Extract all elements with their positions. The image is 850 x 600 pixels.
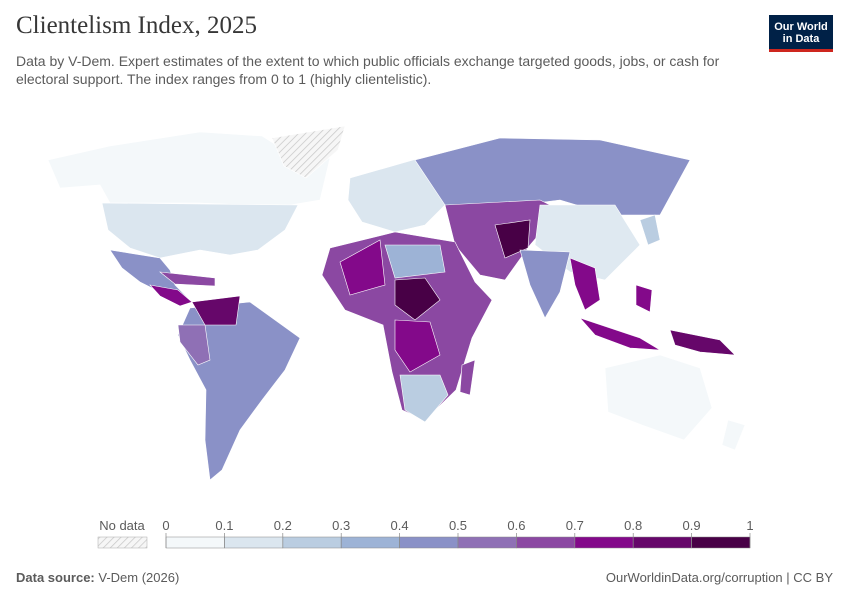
legend-no-data-label: No data <box>99 518 145 533</box>
country[interactable] <box>414 137 691 216</box>
country[interactable] <box>579 317 661 351</box>
countries <box>47 125 746 481</box>
country[interactable] <box>569 257 601 311</box>
legend-tick-label: 0.2 <box>274 518 292 533</box>
legend-tick-label: 0.3 <box>332 518 350 533</box>
country[interactable] <box>399 374 449 423</box>
country[interactable] <box>669 329 736 356</box>
legend-bin <box>165 536 225 549</box>
legend-tick-label: 0.1 <box>215 518 233 533</box>
legend-tick-label: 0.4 <box>391 518 409 533</box>
country[interactable] <box>494 219 531 259</box>
country[interactable] <box>635 284 653 313</box>
logo[interactable]: Our World in Data <box>769 15 833 52</box>
legend-bin <box>457 536 517 549</box>
country[interactable] <box>459 359 476 396</box>
legend-tick-label: 0.8 <box>624 518 642 533</box>
country[interactable] <box>149 284 193 307</box>
country[interactable] <box>159 271 216 287</box>
legend-no-data-swatch <box>97 536 148 549</box>
legend-bin <box>340 536 400 549</box>
footer-source: Data source: V-Dem (2026) <box>16 570 179 585</box>
legend-bin <box>632 536 692 549</box>
source-label: Data source: <box>16 570 95 585</box>
legend-tick-label: 0.5 <box>449 518 467 533</box>
country[interactable] <box>639 214 661 246</box>
legend-bin <box>224 536 284 549</box>
legend-tick-label: 0.9 <box>683 518 701 533</box>
legend-tick-label: 1 <box>746 518 753 533</box>
legend-bin <box>282 536 342 549</box>
logo-text: in Data <box>782 33 820 45</box>
logo-text: Our World <box>774 21 828 33</box>
country[interactable] <box>101 202 299 259</box>
legend-bin <box>516 536 576 549</box>
country[interactable] <box>604 354 713 441</box>
footer-link[interactable]: OurWorldinData.org/corruption | CC BY <box>605 570 833 585</box>
country[interactable] <box>394 319 441 373</box>
country[interactable] <box>384 244 446 279</box>
legend-tick-label: 0.6 <box>507 518 525 533</box>
subtitle: Data by V-Dem. Expert estimates of the e… <box>16 53 720 87</box>
title: Clientelism Index, 2025 <box>16 12 257 39</box>
country[interactable] <box>177 324 211 366</box>
country[interactable] <box>519 249 571 319</box>
country[interactable] <box>339 239 386 296</box>
country[interactable] <box>271 125 346 179</box>
country[interactable] <box>47 131 331 206</box>
legend-bin <box>574 536 634 549</box>
legend-bin <box>399 536 459 549</box>
legend-tick-label: 0.7 <box>566 518 584 533</box>
country[interactable] <box>191 295 241 326</box>
legend-tick-label: 0 <box>162 518 169 533</box>
country[interactable] <box>394 277 441 321</box>
legend-bin <box>691 536 751 549</box>
country[interactable] <box>721 419 746 451</box>
source: V-Dem (2026) <box>98 570 180 585</box>
country[interactable] <box>177 301 301 481</box>
